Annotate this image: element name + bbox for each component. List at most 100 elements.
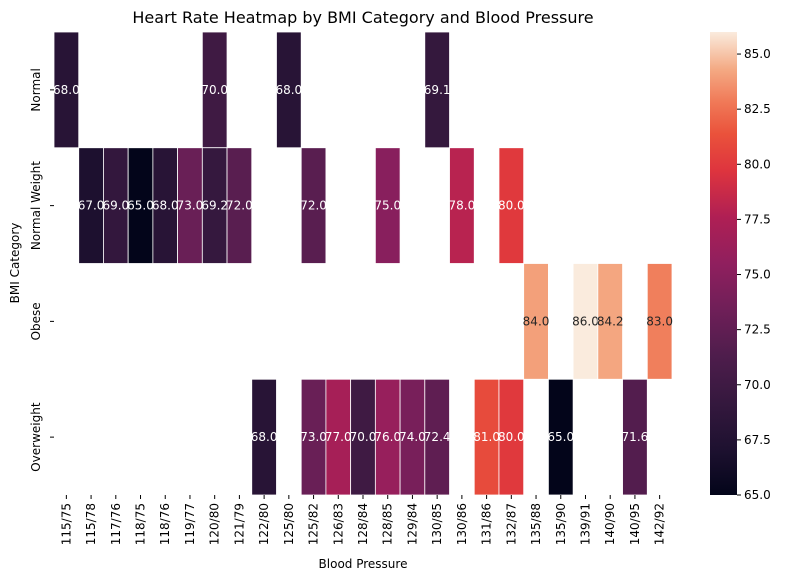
x-tick-label: 140/95 <box>628 503 642 545</box>
x-axis: 115/75 115/78 117/76 118/75 118/76 119/77 120/… <box>59 495 667 545</box>
heatmap-cell <box>424 378 450 496</box>
y-tick-label: Normal <box>29 68 43 111</box>
x-tick-label: 135/90 <box>554 503 568 545</box>
x-tick-label: 130/85 <box>430 503 444 545</box>
heatmap-cell <box>548 378 574 496</box>
heatmap-cell <box>53 31 80 149</box>
cell-value-label: 73.0 <box>177 199 204 213</box>
y-axis: Normal Normal Weight Obese Overweight <box>29 68 54 472</box>
heatmap-cell <box>597 263 623 380</box>
heatmap-cell <box>276 31 302 149</box>
x-tick-label: 140/90 <box>603 503 617 545</box>
cell-value-label: 68.0 <box>275 83 302 97</box>
x-tick-label: 117/76 <box>109 503 123 545</box>
x-tick-label: 115/78 <box>84 503 98 545</box>
y-tick-label: Overweight <box>29 402 43 472</box>
cell-value-label: 84.2 <box>597 314 624 328</box>
cell-value-label: 72.0 <box>226 199 253 213</box>
cell-value-label: 69.2 <box>201 199 228 213</box>
heatmap-cell <box>251 378 277 496</box>
cell-value-label: 69.1 <box>424 83 451 97</box>
x-tick-label: 120/80 <box>208 503 222 545</box>
colorbar-tick-label: 80.0 <box>744 157 771 171</box>
colorbar-gradient <box>710 32 737 495</box>
colorbar-tick-label: 67.5 <box>744 433 771 447</box>
x-axis-label: Blood Pressure <box>319 557 408 571</box>
y-tick-label: Obese <box>29 302 43 340</box>
colorbar-tick-label: 85.0 <box>744 47 771 61</box>
heatmap-cell <box>622 378 648 496</box>
x-tick-label: 118/76 <box>158 503 172 545</box>
cell-value-label: 67.0 <box>78 199 105 213</box>
x-tick-label: 125/82 <box>307 503 321 545</box>
cell-value-label: 68.0 <box>53 83 80 97</box>
heatmap-cell <box>374 147 401 264</box>
x-tick-label: 128/84 <box>356 503 370 545</box>
heatmap-cell <box>177 147 203 264</box>
x-tick-label: 128/85 <box>381 503 395 545</box>
heatmap-cell <box>300 147 327 264</box>
heatmap-cell <box>226 147 253 264</box>
heatmap-cell <box>399 378 426 496</box>
cell-value-label: 77.0 <box>325 430 352 444</box>
x-tick-label: 122/80 <box>257 503 271 545</box>
cell-value-label: 75.0 <box>374 199 401 213</box>
x-tick-label: 121/79 <box>232 503 246 545</box>
x-tick-label: 119/77 <box>183 503 197 545</box>
x-tick-label: 142/92 <box>653 503 667 545</box>
cell-value-label: 74.0 <box>399 430 426 444</box>
heatmap-cell <box>498 147 525 264</box>
cell-value-label: 72.4 <box>424 430 451 444</box>
heatmap-cell <box>498 378 525 496</box>
cell-value-label: 84.0 <box>523 314 550 328</box>
cell-value-label: 69.0 <box>102 199 129 213</box>
heatmap-cell <box>473 378 500 496</box>
cell-value-label: 86.0 <box>572 314 599 328</box>
heatmap-cell <box>523 263 549 380</box>
x-tick-label: 118/75 <box>134 503 148 545</box>
colorbar-tick-label: 65.0 <box>744 488 771 502</box>
cell-value-label: 65.0 <box>547 430 574 444</box>
chart-title: Heart Rate Heatmap by BMI Category and B… <box>132 8 593 27</box>
heatmap-cell <box>449 147 475 264</box>
heatmap-cells: 68.0 70.0 68.0 69.167.069.065.068.073.069.2… <box>53 31 673 496</box>
x-tick-label: 130/86 <box>455 503 469 545</box>
heatmap-cell <box>424 31 450 149</box>
cell-value-label: 68.0 <box>251 430 278 444</box>
colorbar-tick-label: 77.5 <box>744 212 771 226</box>
x-tick-label: 135/88 <box>529 503 543 545</box>
cell-value-label: 83.0 <box>646 314 673 328</box>
y-axis-label: BMI Category <box>8 223 22 304</box>
heatmap-cell <box>201 147 228 264</box>
cell-value-label: 70.0 <box>350 430 377 444</box>
cell-value-label: 76.0 <box>374 430 401 444</box>
cell-value-label: 78.0 <box>449 199 476 213</box>
colorbar-tick-label: 82.5 <box>744 102 771 116</box>
colorbar: 65.0 67.5 70.0 72.5 75.0 77.5 80.0 82.5 85.0 <box>710 32 771 502</box>
x-tick-label: 126/83 <box>331 503 345 545</box>
heatmap-cell <box>646 263 673 380</box>
x-tick-label: 139/91 <box>578 503 592 545</box>
cell-value-label: 80.0 <box>498 199 525 213</box>
colorbar-tick-label: 75.0 <box>744 268 771 282</box>
cell-value-label: 65.0 <box>127 199 154 213</box>
colorbar-tick-label: 72.5 <box>744 323 771 337</box>
cell-value-label: 71.6 <box>622 430 649 444</box>
x-tick-label: 129/84 <box>405 503 419 545</box>
heatmap-cell <box>103 147 129 264</box>
x-tick-label: 115/75 <box>59 503 73 545</box>
x-tick-label: 131/86 <box>480 503 494 545</box>
heatmap-cell <box>78 147 104 264</box>
heatmap-cell <box>127 147 154 264</box>
x-tick-label: 132/87 <box>504 503 518 545</box>
heatmap-cell <box>325 378 352 496</box>
cell-value-label: 72.0 <box>300 199 327 213</box>
heatmap-cell <box>350 378 376 496</box>
cell-value-label: 73.0 <box>300 430 327 444</box>
cell-value-label: 70.0 <box>201 83 228 97</box>
heatmap-cell <box>152 147 179 264</box>
heatmap-cell <box>201 31 228 149</box>
y-tick-label: Normal Weight <box>29 161 43 250</box>
cell-value-label: 80.0 <box>498 430 525 444</box>
